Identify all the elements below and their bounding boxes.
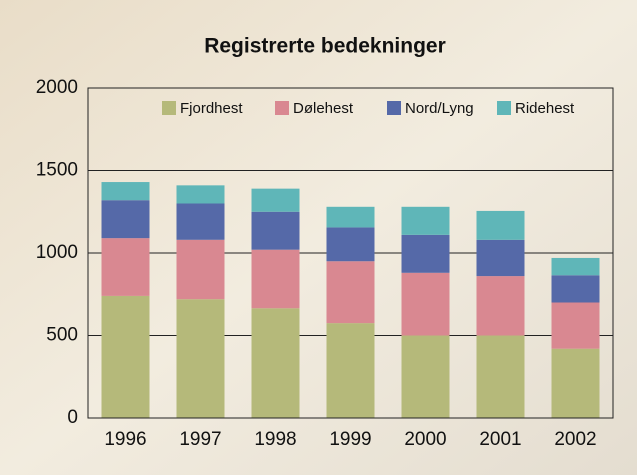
- legend-swatch: [275, 101, 289, 115]
- legend-swatch: [497, 101, 511, 115]
- y-tick-label: 0: [67, 407, 78, 428]
- bar-segment: [101, 200, 150, 239]
- plot-frame: [87, 87, 614, 419]
- bar-segment: [251, 249, 300, 309]
- x-tick-label: 1999: [329, 429, 371, 450]
- bar-segment: [551, 302, 600, 349]
- chart-title: Registrerte bedekninger: [204, 35, 446, 58]
- bar-segment: [401, 206, 450, 235]
- legend-label: Nord/Lyng: [405, 100, 474, 117]
- bar-segment: [251, 211, 300, 250]
- bar-segment: [176, 185, 225, 204]
- x-tick-label: 1997: [179, 429, 221, 450]
- x-tick-label: 2002: [554, 429, 596, 450]
- y-tick-label: 1500: [36, 160, 78, 181]
- y-tick-label: 500: [46, 325, 78, 346]
- bar-segment: [476, 335, 525, 418]
- bar-segment: [101, 182, 150, 201]
- bar-segment: [251, 188, 300, 212]
- legend-label: Fjordhest: [180, 100, 243, 117]
- bar-segment: [326, 206, 375, 228]
- bar-segment: [401, 335, 450, 418]
- legend-label: Ridehest: [515, 100, 575, 117]
- bar-segment: [326, 261, 375, 324]
- bar-segment: [551, 275, 600, 303]
- bar-segment: [101, 295, 150, 418]
- bar-segment: [326, 227, 375, 262]
- x-tick-label: 1996: [104, 429, 146, 450]
- bar-segment: [551, 348, 600, 418]
- legend-swatch: [387, 101, 401, 115]
- legend-swatch: [162, 101, 176, 115]
- bar-segment: [551, 257, 600, 276]
- y-tick-label: 2000: [36, 77, 78, 98]
- x-tick-label: 2001: [479, 429, 521, 450]
- bar-segment: [176, 239, 225, 300]
- bar-segment: [476, 239, 525, 277]
- bar-segment: [401, 272, 450, 336]
- bar-segment: [101, 238, 150, 296]
- x-tick-label: 1998: [254, 429, 296, 450]
- legend-label: Dølehest: [293, 100, 354, 117]
- bar-segment: [401, 234, 450, 273]
- y-tick-label: 1000: [36, 242, 78, 263]
- bar-segment: [176, 299, 225, 418]
- bar-segment: [251, 308, 300, 418]
- bar-segment: [476, 210, 525, 240]
- x-tick-label: 2000: [404, 429, 446, 450]
- bar-segment: [476, 276, 525, 336]
- bar-segment: [176, 203, 225, 240]
- bar-segment: [326, 323, 375, 418]
